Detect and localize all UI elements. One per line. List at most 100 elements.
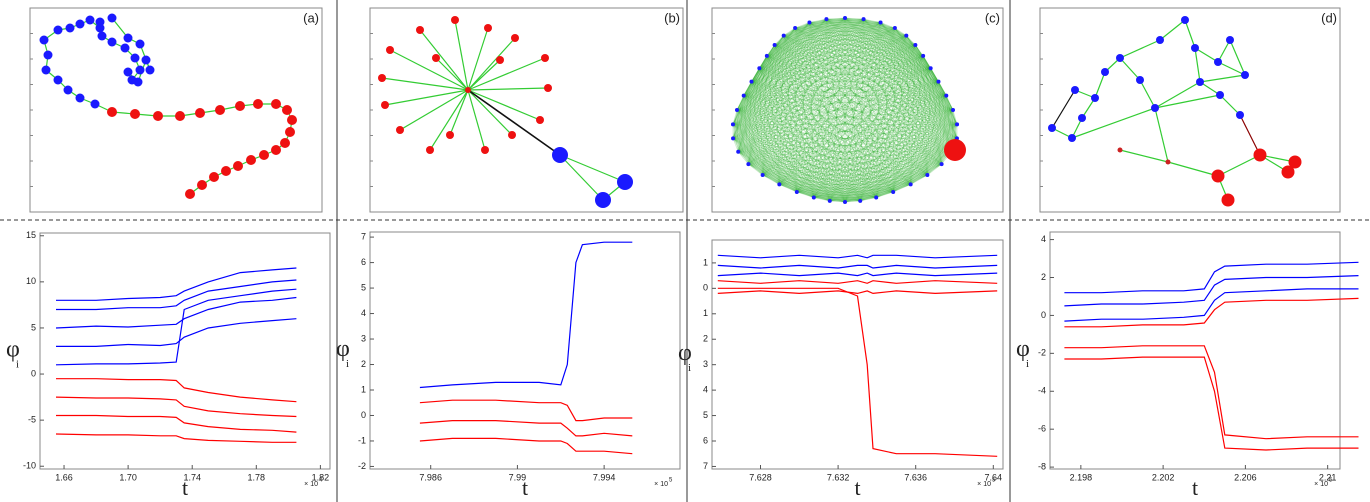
network-node — [195, 108, 205, 118]
network-edge — [748, 163, 861, 202]
network-edge — [738, 151, 942, 165]
network-edge — [875, 44, 916, 198]
network-edge — [844, 17, 861, 201]
network-edge — [732, 22, 810, 125]
network-edge — [774, 44, 798, 193]
network-edge — [894, 27, 947, 96]
network-edge — [762, 174, 830, 202]
network-edge — [762, 55, 924, 176]
network-edge — [844, 17, 939, 82]
network-edge — [880, 22, 958, 125]
series-line — [56, 378, 297, 403]
network-edge — [751, 81, 942, 165]
network-edge — [906, 35, 916, 46]
network-edge — [732, 138, 739, 152]
network-edge — [732, 124, 861, 202]
network-edge — [774, 44, 947, 96]
network-node — [1071, 86, 1079, 94]
network-edge — [467, 59, 501, 91]
network-edge — [381, 77, 469, 91]
network-edge — [751, 17, 846, 82]
y-label-subscript: i — [1026, 358, 1029, 370]
network-edge — [762, 174, 780, 185]
network-edge — [783, 18, 864, 36]
network-edge — [762, 19, 827, 176]
network-node — [43, 50, 53, 60]
series-line — [1064, 356, 1359, 451]
network-edge — [762, 22, 810, 176]
y-tick-label: 2 — [361, 359, 366, 369]
network-edge — [796, 22, 810, 192]
network-edge — [875, 124, 958, 198]
network-edge — [813, 124, 958, 198]
network-edge — [748, 22, 810, 165]
network-edge — [743, 55, 924, 96]
y-tick-label: 0 — [361, 410, 366, 420]
network-edge — [759, 67, 942, 165]
network-edge — [732, 124, 830, 202]
network-node — [416, 26, 424, 34]
network-edge — [860, 184, 911, 202]
network-edge — [1229, 39, 1246, 76]
network-edge — [813, 35, 907, 198]
network-edge — [774, 35, 784, 46]
network-node — [764, 53, 769, 58]
y-tick-label: 7 — [703, 461, 708, 471]
network-edge — [762, 22, 881, 176]
network-edge — [732, 22, 881, 139]
network-edge — [796, 151, 952, 193]
network-edge — [738, 151, 814, 198]
network-edge — [796, 191, 846, 203]
network-edge — [762, 163, 942, 176]
network-edge — [876, 174, 928, 198]
y-tick-label: 3 — [361, 333, 366, 343]
network-edge — [813, 197, 830, 202]
network-edge — [766, 55, 954, 111]
network-edge — [748, 163, 763, 176]
network-node — [749, 79, 754, 84]
panel-label: (d) — [1321, 10, 1337, 25]
network-edge — [783, 22, 881, 36]
network-edge — [1219, 94, 1241, 116]
y-tick-label: -2 — [1038, 348, 1046, 358]
network-edge — [844, 151, 952, 203]
network-edge — [758, 68, 780, 185]
network-edge — [737, 151, 780, 185]
network-edge — [732, 138, 780, 185]
series-line — [1064, 288, 1359, 322]
network-edge — [738, 151, 861, 202]
network-edge — [826, 18, 947, 96]
network-edge — [766, 55, 815, 198]
network-edge — [738, 151, 830, 202]
network-edge — [759, 67, 952, 153]
network-edge — [732, 138, 861, 202]
network-edge — [844, 17, 877, 198]
network-edge — [766, 27, 796, 57]
network-edge — [737, 35, 785, 152]
network-edge — [796, 191, 861, 202]
network-edge — [844, 17, 895, 29]
network-edge — [945, 95, 954, 111]
network-edge — [743, 95, 815, 198]
network-edge — [732, 81, 752, 139]
network-edge — [794, 27, 939, 82]
network-edge — [759, 67, 894, 193]
network-edge — [927, 68, 932, 176]
network-node — [221, 166, 231, 176]
network-edge — [938, 81, 953, 152]
network-edge — [751, 81, 911, 185]
network-node — [1156, 36, 1164, 44]
network-edge — [875, 22, 881, 198]
network-edge — [743, 95, 780, 185]
network-edge — [813, 109, 954, 198]
network-edge — [766, 55, 831, 202]
network-edge — [762, 27, 896, 176]
network-edge — [732, 35, 785, 125]
series-line — [1064, 297, 1359, 328]
network-edge — [732, 27, 796, 139]
network-edge — [894, 27, 958, 125]
network-edge — [774, 44, 877, 198]
x-multiplier-exponent: 5 — [669, 478, 673, 484]
network-edge — [748, 109, 954, 165]
network-edge — [809, 22, 928, 176]
